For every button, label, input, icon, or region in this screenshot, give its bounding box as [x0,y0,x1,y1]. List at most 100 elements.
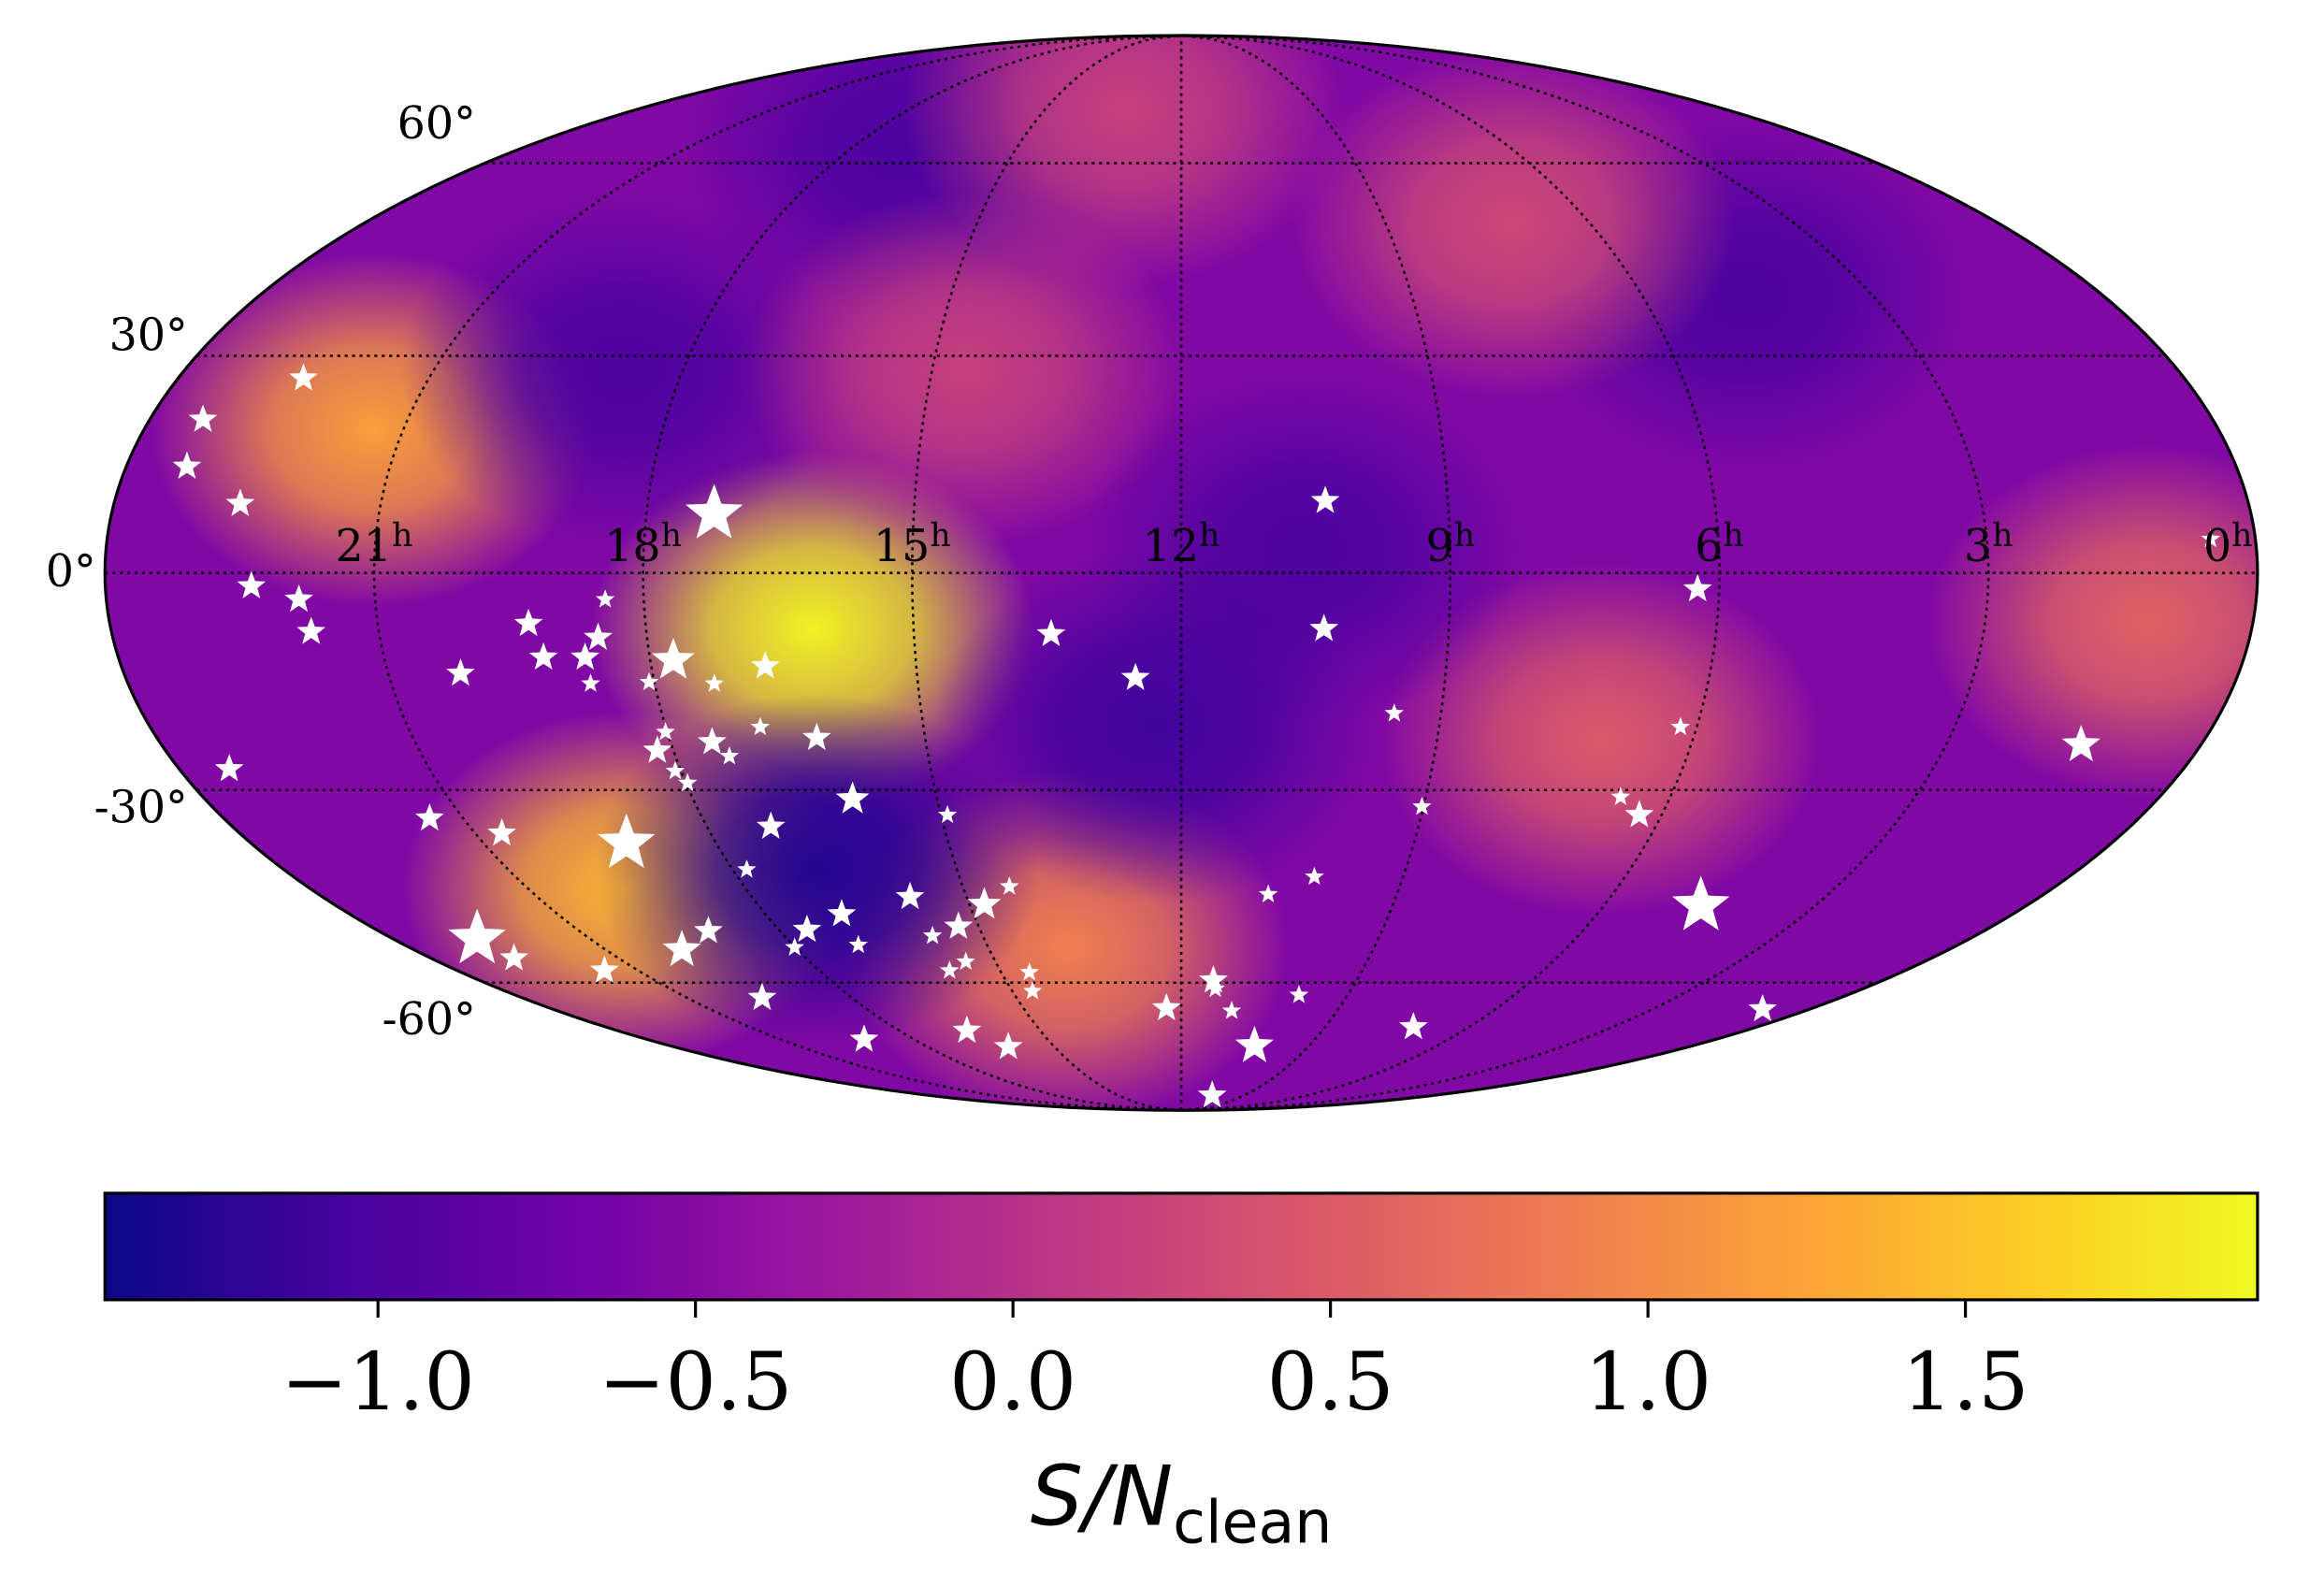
colorbar-ticks: −1.0 −0.5 0.0 0.5 1.0 1.5 [281,1299,2029,1429]
colorbar-tick-label: 0.0 [949,1336,1076,1429]
ra-grid-line [1180,34,1452,1112]
lat-tick-label: 60° [397,98,476,150]
star [1670,716,1691,736]
ra-tick-label: 9h [1425,517,1475,572]
star [1197,1080,1227,1108]
ra-tick-unit: h [2231,517,2252,555]
star [1205,978,1225,998]
star [581,673,600,692]
star [737,859,757,878]
ra-tick-number: 21 [336,521,392,572]
star [849,1024,879,1052]
field-blob [1290,45,1735,401]
star [1022,981,1043,1000]
star [1120,662,1150,690]
ra-tick-number: 12 [1143,521,1199,572]
star [801,722,831,750]
star [656,722,675,741]
star [1398,1011,1428,1040]
colorbar-label: S/Nclean [1031,1449,1333,1557]
star [1000,876,1019,895]
star [662,930,701,967]
field-blob [743,192,1188,548]
star [678,772,698,791]
field-blob [1379,562,1824,918]
axis-labels: 60°30°0°-30°-60°21h 18h 15h 12h 9h 6h 3h 0h [46,98,2253,1046]
ra-grid-line [911,34,1182,1112]
ra-tick-number: 9 [1425,521,1453,572]
star [1310,485,1340,513]
star [792,914,822,943]
star [528,642,558,671]
star [2201,528,2221,548]
ra-tick-label: 0h [2203,517,2253,572]
field-blob [1926,443,2258,800]
ra-tick-number: 3 [1964,521,1992,572]
star [237,570,267,599]
ra-tick-unit: h [661,517,682,555]
star [704,673,725,692]
ra-tick-unit: h [392,517,412,555]
ra-tick-label: 6h [1695,517,1744,572]
star [747,982,777,1010]
ra-tick-label: 12h [1143,517,1220,572]
colorbar-tick-label: 1.5 [1902,1336,2029,1429]
star [827,899,857,927]
star [651,637,695,679]
ra-grid-line [642,34,1182,1112]
map-border [103,34,2259,1112]
colorbar-tick-label: 1.0 [1584,1336,1711,1429]
star [1258,884,1278,903]
star [694,916,723,944]
ra-tick-unit: h [1199,517,1220,555]
star [499,943,528,971]
field-blob [933,547,1379,903]
star [1289,985,1309,1003]
colorbar [103,1191,2259,1302]
star [513,608,543,637]
star [2061,725,2100,761]
ra-tick-number: 6 [1695,521,1723,572]
ra-tick-label: 18h [604,517,682,572]
colorbar-tick-label: −0.5 [599,1336,793,1429]
ra-tick-label: 3h [1964,517,2014,572]
star [289,363,318,391]
star [595,589,615,608]
star [284,584,313,613]
ra-grid-line [1181,34,1990,1112]
star [1672,875,1730,931]
star [1221,1001,1242,1019]
star [1036,618,1066,646]
star [756,811,786,839]
star [1682,573,1712,602]
star [1610,786,1631,805]
ra-tick-unit: h [930,517,950,555]
star [598,813,656,869]
lat-tick-label: 0° [46,546,96,598]
star [848,934,868,954]
star [944,911,974,939]
star [956,951,975,971]
star [1019,961,1039,981]
stars [172,363,2221,1108]
star [719,745,740,765]
star [967,887,1002,919]
ra-tick-label: 21h [336,517,413,572]
star [1624,800,1654,828]
star [785,937,804,956]
star [172,451,202,479]
star [1412,796,1432,815]
star [922,925,943,945]
colorbar-label-main: S/N [1031,1449,1173,1545]
star [1384,703,1405,722]
ra-tick-unit: h [1723,517,1743,555]
star [446,657,475,686]
star [698,727,727,755]
graticule [105,34,2258,1112]
ra-tick-number: 18 [604,521,660,572]
star [214,754,244,782]
star [940,960,960,979]
star [665,760,686,780]
star [750,716,771,736]
